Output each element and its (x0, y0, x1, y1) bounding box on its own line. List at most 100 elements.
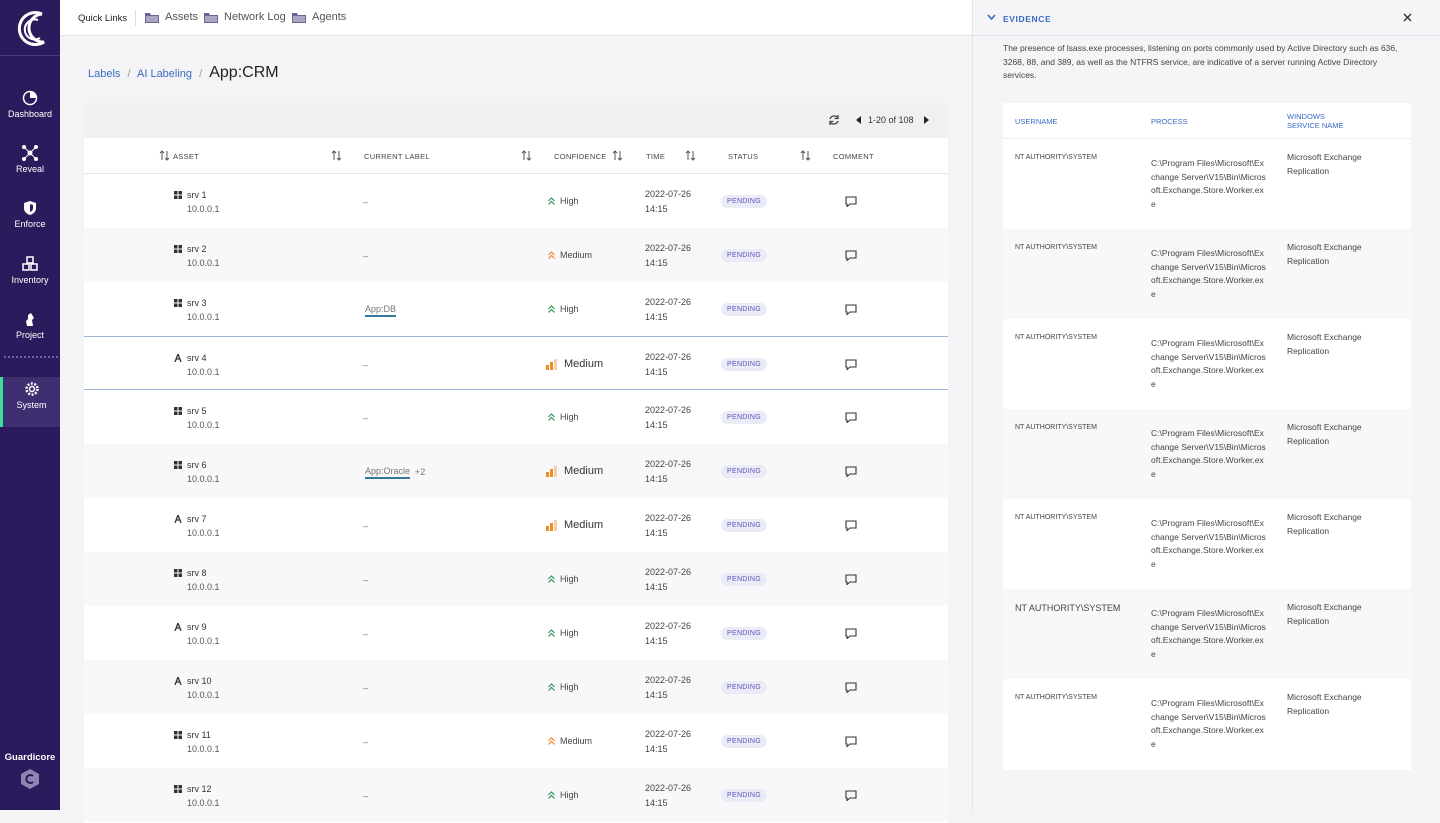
os-icon (174, 407, 182, 415)
evidence-description: The presence of lsass.exe processes, lis… (1003, 43, 1398, 80)
table-row[interactable]: srv 5 10.0.0.1 – High 2022-07-26 14:15 PENDING (84, 390, 948, 444)
status-badge: PENDING (721, 195, 767, 208)
time: 14:15 (645, 367, 668, 377)
column-header: USERNAME (1015, 117, 1058, 126)
quick-link[interactable]: Agents (312, 11, 347, 23)
service-name: Microsoft Exchange Replication (1287, 512, 1362, 536)
nav-icon-part (23, 146, 37, 160)
close-button[interactable] (1403, 13, 1412, 22)
divider (4, 356, 58, 358)
os-icon-part (174, 303, 178, 307)
service-name: Microsoft Exchange Replication (1287, 242, 1362, 266)
nav-icon (24, 382, 39, 396)
column-header: CURRENT LABEL (364, 152, 430, 161)
table-row[interactable]: srv 9 10.0.0.1 – High 2022-07-26 14:15 PENDING (84, 606, 948, 660)
nav-item[interactable]: Inventory (0, 252, 60, 302)
confidence-icon-part (548, 683, 555, 691)
status-badge: PENDING (721, 411, 767, 424)
asset-name: srv 1 (187, 190, 207, 200)
confidence-icon-part (550, 362, 553, 370)
os-icon-part (174, 245, 178, 249)
os-icon-part (174, 407, 178, 411)
comment-button-part (845, 412, 857, 423)
asset-ip: 10.0.0.1 (187, 744, 220, 754)
quick-link[interactable]: Assets (165, 11, 199, 23)
current-label: – (363, 360, 369, 370)
nav-icon-part (28, 385, 35, 393)
status-badge: PENDING (721, 681, 767, 694)
folder-icon (292, 13, 306, 23)
service-name: Microsoft Exchange Replication (1287, 692, 1362, 716)
nav-item[interactable]: Project (0, 307, 60, 357)
table-row[interactable]: srv 8 10.0.0.1 – High 2022-07-26 14:15 PENDING (84, 552, 948, 606)
confidence-icon (548, 413, 555, 421)
column-header: CONFIDENCE (554, 152, 607, 161)
collapse-toggle[interactable] (987, 14, 996, 21)
refresh-button[interactable] (828, 114, 840, 126)
time: 14:15 (645, 474, 668, 484)
comment-button-part (845, 628, 857, 639)
nav-item[interactable]: Enforce (0, 196, 60, 246)
evidence-row: NT AUTHORITY\SYSTEM C:\Program Files\Micr… (1003, 319, 1411, 409)
nav-item[interactable]: Reveal (0, 141, 60, 191)
os-icon-part (174, 569, 178, 573)
os-icon-part (178, 785, 182, 789)
current-label: – (363, 791, 369, 801)
label-count: +2 (415, 467, 426, 477)
evidence-row: NT AUTHORITY\SYSTEM C:\Program Files\Micr… (1003, 409, 1411, 499)
separator: / (127, 68, 131, 80)
table-row[interactable]: srv 1 10.0.0.1 – High 2022-07-26 14:15 PENDING (84, 174, 948, 228)
table-row[interactable]: srv 3 10.0.0.1 App:DB High 2022-07-26 14:15 PE… (84, 282, 948, 336)
confidence-icon-part (548, 737, 555, 745)
current-label: – (363, 683, 369, 693)
table-row[interactable]: srv 11 10.0.0.1 – Medium 2022-07-26 14:15 PEND… (84, 714, 948, 768)
quick-link[interactable]: Network Log (224, 11, 286, 23)
comment-button (845, 466, 857, 477)
process: C:\Program Files\Microsoft\Exchange Serv… (1151, 428, 1266, 479)
table-row[interactable]: srv 12 10.0.0.1 – High 2022-07-26 14:15 PENDIN… (84, 768, 948, 822)
confidence: High (560, 304, 579, 314)
column-header: PROCESS (1151, 117, 1188, 126)
service-name: Microsoft Exchange Replication (1287, 332, 1362, 356)
status-badge: PENDING (721, 465, 767, 478)
confidence-icon-part (546, 526, 549, 531)
confidence: Medium (564, 519, 604, 531)
asset-ip: 10.0.0.1 (187, 582, 220, 592)
time: 14:15 (645, 312, 668, 322)
table-header: ASSET CURRENT LABEL CONFIDENCE TIME STATUS CO… (84, 138, 948, 174)
confidence-icon (548, 737, 555, 745)
os-icon-part (174, 411, 178, 415)
confidence: Medium (564, 465, 604, 477)
os-icon (174, 677, 182, 685)
os-icon (174, 191, 182, 199)
comment-button (845, 304, 857, 315)
confidence-icon-part (548, 305, 555, 313)
process: C:\Program Files\Microsoft\Exchange Serv… (1151, 518, 1266, 569)
confidence-icon (548, 305, 555, 313)
table-row[interactable]: srv 7 10.0.0.1 – Medium 2022-07-26 14:15 PENDI… (84, 498, 948, 552)
process: C:\Program Files\Microsoft\Exchange Serv… (1151, 608, 1266, 659)
table-row[interactable]: srv 2 10.0.0.1 – Medium 2022-07-26 14:15 PENDI… (84, 228, 948, 282)
breadcrumb-link[interactable]: AI Labeling (137, 68, 193, 80)
nav-item[interactable]: System (0, 377, 60, 427)
table-row[interactable]: srv 10 10.0.0.1 – High 2022-07-26 14:15 PENDIN… (84, 660, 948, 714)
next-page[interactable] (924, 116, 930, 124)
table-row[interactable]: srv 4 10.0.0.1 – Medium 2022-07-26 14:15 PENDI… (84, 336, 948, 390)
asset-ip: 10.0.0.1 (187, 312, 220, 322)
table-row[interactable]: srv 6 10.0.0.1 App:Oracle +2 Medium 2022-07-2… (84, 444, 948, 498)
os-icon-part (178, 249, 182, 253)
sort-button-part (331, 150, 342, 161)
username: NT AUTHORITY\SYSTEM (1015, 694, 1097, 701)
current-label: – (363, 197, 369, 207)
comment-button-part (845, 520, 857, 531)
status-badge: PENDING (721, 573, 767, 586)
confidence: High (560, 412, 579, 422)
os-icon-part (174, 299, 178, 303)
nav-item[interactable]: Dashboard (0, 86, 60, 136)
date: 2022-07-26 (645, 189, 692, 199)
pagination: 1-20 of 108 (868, 115, 914, 125)
prev-page[interactable] (856, 116, 862, 124)
breadcrumb-link[interactable]: Labels (88, 68, 121, 80)
date: 2022-07-26 (645, 243, 692, 253)
os-icon-part (178, 245, 182, 249)
